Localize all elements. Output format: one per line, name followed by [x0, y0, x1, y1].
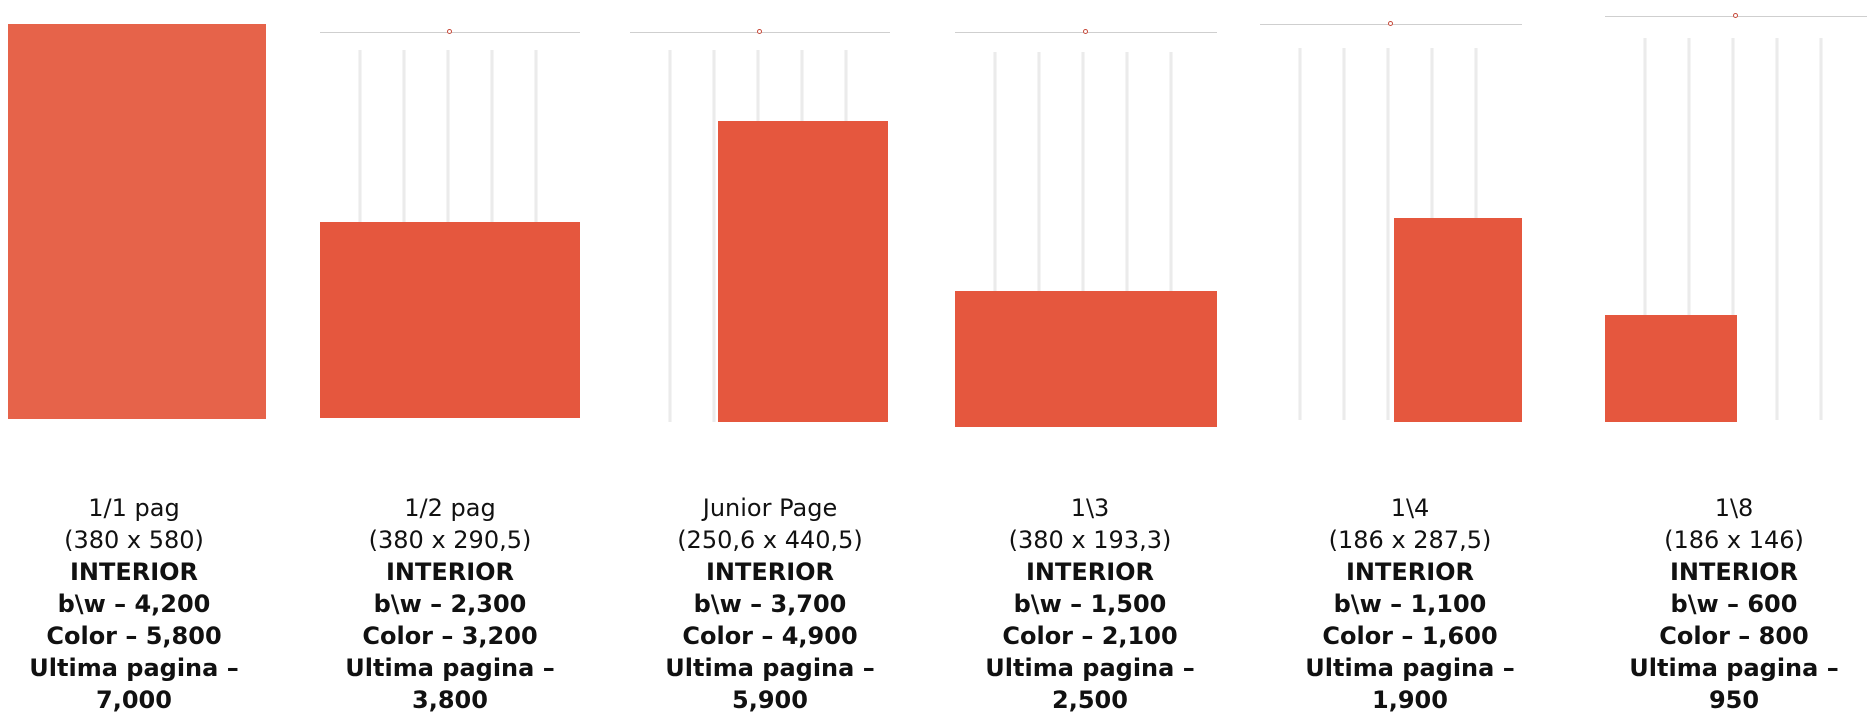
price-caption-one-third: 1\3 (380 x 193,3) INTERIOR b\w – 1,500 C… [940, 492, 1240, 716]
page-column [1037, 52, 1041, 422]
price-last-page: 2,500 [1052, 686, 1128, 714]
price-caption-junior-page: Junior Page (250,6 x 440,5) INTERIOR b\w… [620, 492, 920, 716]
price-last-page: 5,900 [732, 686, 808, 714]
layout-preview-one-third [955, 22, 1217, 427]
section-label: INTERIOR [705, 558, 835, 586]
price-last-page-label: Ultima pagina – [985, 654, 1195, 682]
ad-area-junior-page [718, 121, 888, 422]
price-color: Color – 4,900 [682, 622, 858, 650]
price-last-page: 950 [1708, 686, 1760, 714]
page-column [1687, 38, 1691, 420]
section-label: INTERIOR [1025, 558, 1155, 586]
layout-name: 1/2 pag [404, 494, 496, 522]
section-label: INTERIOR [1669, 558, 1799, 586]
page-column [1081, 52, 1085, 422]
page-column [1643, 38, 1647, 420]
ruler-marker [757, 29, 762, 34]
ruler-marker [1388, 21, 1393, 26]
layout-name: 1\8 [1714, 494, 1754, 522]
price-caption-full-page: 1/1 pag (380 x 580) INTERIOR b\w – 4,200… [0, 492, 284, 716]
layout-dimensions: (250,6 x 440,5) [677, 526, 863, 554]
page-column [1775, 38, 1779, 420]
page-column [1169, 52, 1173, 422]
layout-dimensions: (380 x 290,5) [368, 526, 532, 554]
layout-dimensions: (186 x 146) [1664, 526, 1804, 554]
price-caption-one-quarter: 1\4 (186 x 287,5) INTERIOR b\w – 1,100 C… [1260, 492, 1560, 716]
price-bw: b\w – 2,300 [373, 590, 527, 618]
layout-preview-one-quarter [1260, 14, 1522, 422]
layout-preview-junior-page [630, 22, 890, 422]
ad-area-one-third [955, 291, 1217, 427]
page-column [1819, 38, 1823, 420]
layout-dimensions: (380 x 193,3) [1008, 526, 1172, 554]
page-column [712, 50, 716, 422]
price-color: Color – 800 [1659, 622, 1809, 650]
price-last-page-label: Ultima pagina – [665, 654, 875, 682]
layout-name: 1/1 pag [88, 494, 180, 522]
ruler-marker [1733, 13, 1738, 18]
price-color: Color – 3,200 [362, 622, 538, 650]
page-column [993, 52, 997, 422]
price-color: Color – 1,600 [1322, 622, 1498, 650]
page-column [1386, 48, 1390, 420]
price-last-page-label: Ultima pagina – [1305, 654, 1515, 682]
layout-name: 1\3 [1070, 494, 1110, 522]
ruler-marker [1083, 29, 1088, 34]
price-caption-half-page: 1/2 pag (380 x 290,5) INTERIOR b\w – 2,3… [300, 492, 600, 716]
price-bw: b\w – 1,500 [1013, 590, 1167, 618]
section-label: INTERIOR [1345, 558, 1475, 586]
layout-dimensions: (186 x 287,5) [1328, 526, 1492, 554]
price-color: Color – 5,800 [46, 622, 222, 650]
price-bw: b\w – 600 [1670, 590, 1798, 618]
price-last-page: 3,800 [412, 686, 488, 714]
ruler-marker [447, 29, 452, 34]
page-column [1731, 38, 1735, 420]
ad-area-half-page [320, 222, 580, 418]
section-label: INTERIOR [69, 558, 199, 586]
price-bw: b\w – 3,700 [693, 590, 847, 618]
page-column [668, 50, 672, 422]
price-last-page-label: Ultima pagina – [345, 654, 555, 682]
price-bw: b\w – 1,100 [1333, 590, 1487, 618]
layout-name: 1\4 [1390, 494, 1430, 522]
price-color: Color – 2,100 [1002, 622, 1178, 650]
section-label: INTERIOR [385, 558, 515, 586]
price-last-page: 7,000 [96, 686, 172, 714]
price-last-page-label: Ultima pagina – [1629, 654, 1839, 682]
layout-preview-full-page [8, 24, 266, 419]
layout-name: Junior Page [702, 494, 838, 522]
price-caption-one-eighth: 1\8 (186 x 146) INTERIOR b\w – 600 Color… [1584, 492, 1872, 716]
layout-preview-one-eighth [1605, 6, 1867, 422]
price-last-page: 1,900 [1372, 686, 1448, 714]
layout-dimensions: (380 x 580) [64, 526, 204, 554]
page-column [1342, 48, 1346, 420]
page-column [1125, 52, 1129, 422]
layout-preview-half-page [320, 22, 580, 422]
page-column [1298, 48, 1302, 420]
ad-area-one-eighth [1605, 315, 1737, 422]
ad-area-full-page [8, 24, 266, 419]
ad-area-one-quarter [1394, 218, 1522, 422]
price-bw: b\w – 4,200 [57, 590, 211, 618]
price-last-page-label: Ultima pagina – [29, 654, 239, 682]
